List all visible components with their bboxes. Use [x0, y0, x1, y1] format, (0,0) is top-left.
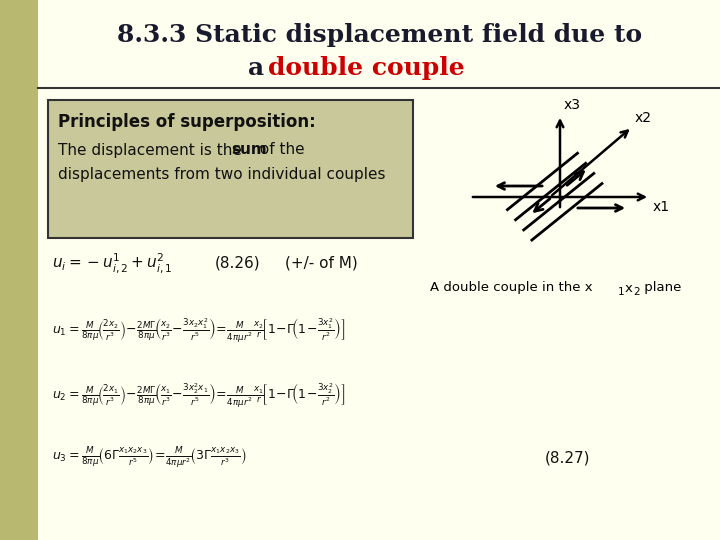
Text: x1: x1: [653, 200, 670, 214]
Text: x: x: [625, 281, 633, 294]
Text: displacements from two individual couples: displacements from two individual couple…: [58, 167, 385, 183]
Text: (8.27): (8.27): [545, 450, 590, 465]
Text: x3: x3: [564, 98, 581, 112]
Text: Principles of superposition:: Principles of superposition:: [58, 113, 316, 131]
Text: plane: plane: [640, 281, 681, 294]
Text: x2: x2: [635, 111, 652, 125]
Text: $u_2 = \frac{M}{8\pi\mu}\!\left(\frac{2x_1}{r^3}\right)\!-\!\frac{2M\Gamma}{8\pi: $u_2 = \frac{M}{8\pi\mu}\!\left(\frac{2x…: [52, 381, 346, 409]
Text: (+/- of M): (+/- of M): [285, 255, 358, 271]
Text: sum: sum: [231, 143, 266, 158]
Text: The displacement is the: The displacement is the: [58, 143, 247, 158]
Text: 2: 2: [633, 287, 639, 297]
Text: (8.26): (8.26): [215, 255, 261, 271]
Text: of the: of the: [255, 143, 305, 158]
Text: A double couple in the x: A double couple in the x: [430, 281, 593, 294]
Text: a: a: [248, 56, 273, 80]
Text: $u_3 = \frac{M}{8\pi\mu}\!\left(6\Gamma\frac{x_1 x_2 x_3}{r^5}\right)\!=\!\frac{: $u_3 = \frac{M}{8\pi\mu}\!\left(6\Gamma\…: [52, 446, 246, 471]
Text: double couple: double couple: [268, 56, 464, 80]
Text: 8.3.3 Static displacement field due to: 8.3.3 Static displacement field due to: [117, 23, 642, 47]
Text: $u_i = -u^1_{i,2} + u^2_{i,1}$: $u_i = -u^1_{i,2} + u^2_{i,1}$: [52, 251, 172, 275]
Text: $u_1 = \frac{M}{8\pi\mu}\!\left(\frac{2x_2}{r^3}\right)\!-\!\frac{2M\Gamma}{8\pi: $u_1 = \frac{M}{8\pi\mu}\!\left(\frac{2x…: [52, 316, 346, 344]
Text: 1: 1: [618, 287, 625, 297]
Bar: [48, 100, 413, 238]
Bar: [0, 0, 38, 540]
